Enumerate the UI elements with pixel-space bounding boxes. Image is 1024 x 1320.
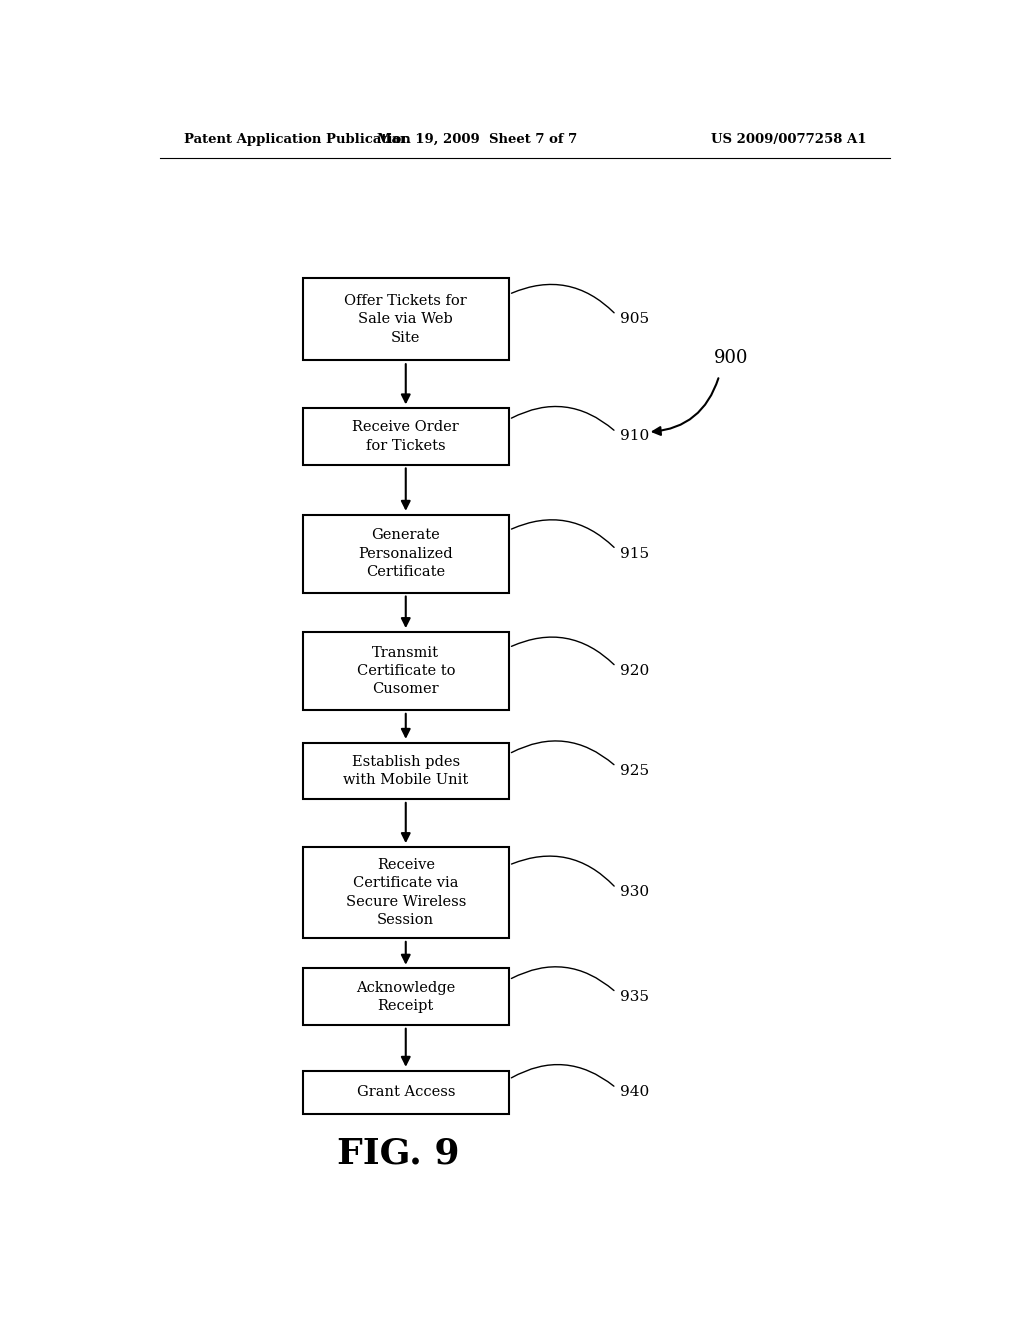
Text: 940: 940 xyxy=(620,1085,649,1100)
Text: FIG. 9: FIG. 9 xyxy=(337,1137,459,1170)
FancyBboxPatch shape xyxy=(303,1071,509,1114)
FancyBboxPatch shape xyxy=(303,277,509,360)
Text: 915: 915 xyxy=(620,546,649,561)
Text: Generate
Personalized
Certificate: Generate Personalized Certificate xyxy=(358,528,453,579)
FancyBboxPatch shape xyxy=(303,847,509,939)
Text: 910: 910 xyxy=(620,429,649,444)
Text: 900: 900 xyxy=(714,350,749,367)
FancyBboxPatch shape xyxy=(303,743,509,799)
Text: Offer Tickets for
Sale via Web
Site: Offer Tickets for Sale via Web Site xyxy=(344,294,467,345)
Text: Establish pdes
with Mobile Unit: Establish pdes with Mobile Unit xyxy=(343,755,468,787)
FancyBboxPatch shape xyxy=(303,969,509,1024)
Text: 930: 930 xyxy=(620,886,649,899)
Text: 935: 935 xyxy=(620,990,649,1003)
Text: 905: 905 xyxy=(620,312,649,326)
Text: Mar. 19, 2009  Sheet 7 of 7: Mar. 19, 2009 Sheet 7 of 7 xyxy=(377,133,578,147)
FancyBboxPatch shape xyxy=(303,515,509,593)
Text: Receive Order
for Tickets: Receive Order for Tickets xyxy=(352,420,459,453)
FancyBboxPatch shape xyxy=(303,632,509,710)
Text: 920: 920 xyxy=(620,664,649,678)
Text: Acknowledge
Receipt: Acknowledge Receipt xyxy=(356,981,456,1012)
FancyBboxPatch shape xyxy=(303,408,509,465)
Text: Receive
Certificate via
Secure Wireless
Session: Receive Certificate via Secure Wireless … xyxy=(345,858,466,927)
Text: Transmit
Certificate to
Cusomer: Transmit Certificate to Cusomer xyxy=(356,645,455,697)
Text: Patent Application Publication: Patent Application Publication xyxy=(183,133,411,147)
Text: 925: 925 xyxy=(620,764,649,777)
Text: Grant Access: Grant Access xyxy=(356,1085,455,1100)
Text: US 2009/0077258 A1: US 2009/0077258 A1 xyxy=(711,133,866,147)
